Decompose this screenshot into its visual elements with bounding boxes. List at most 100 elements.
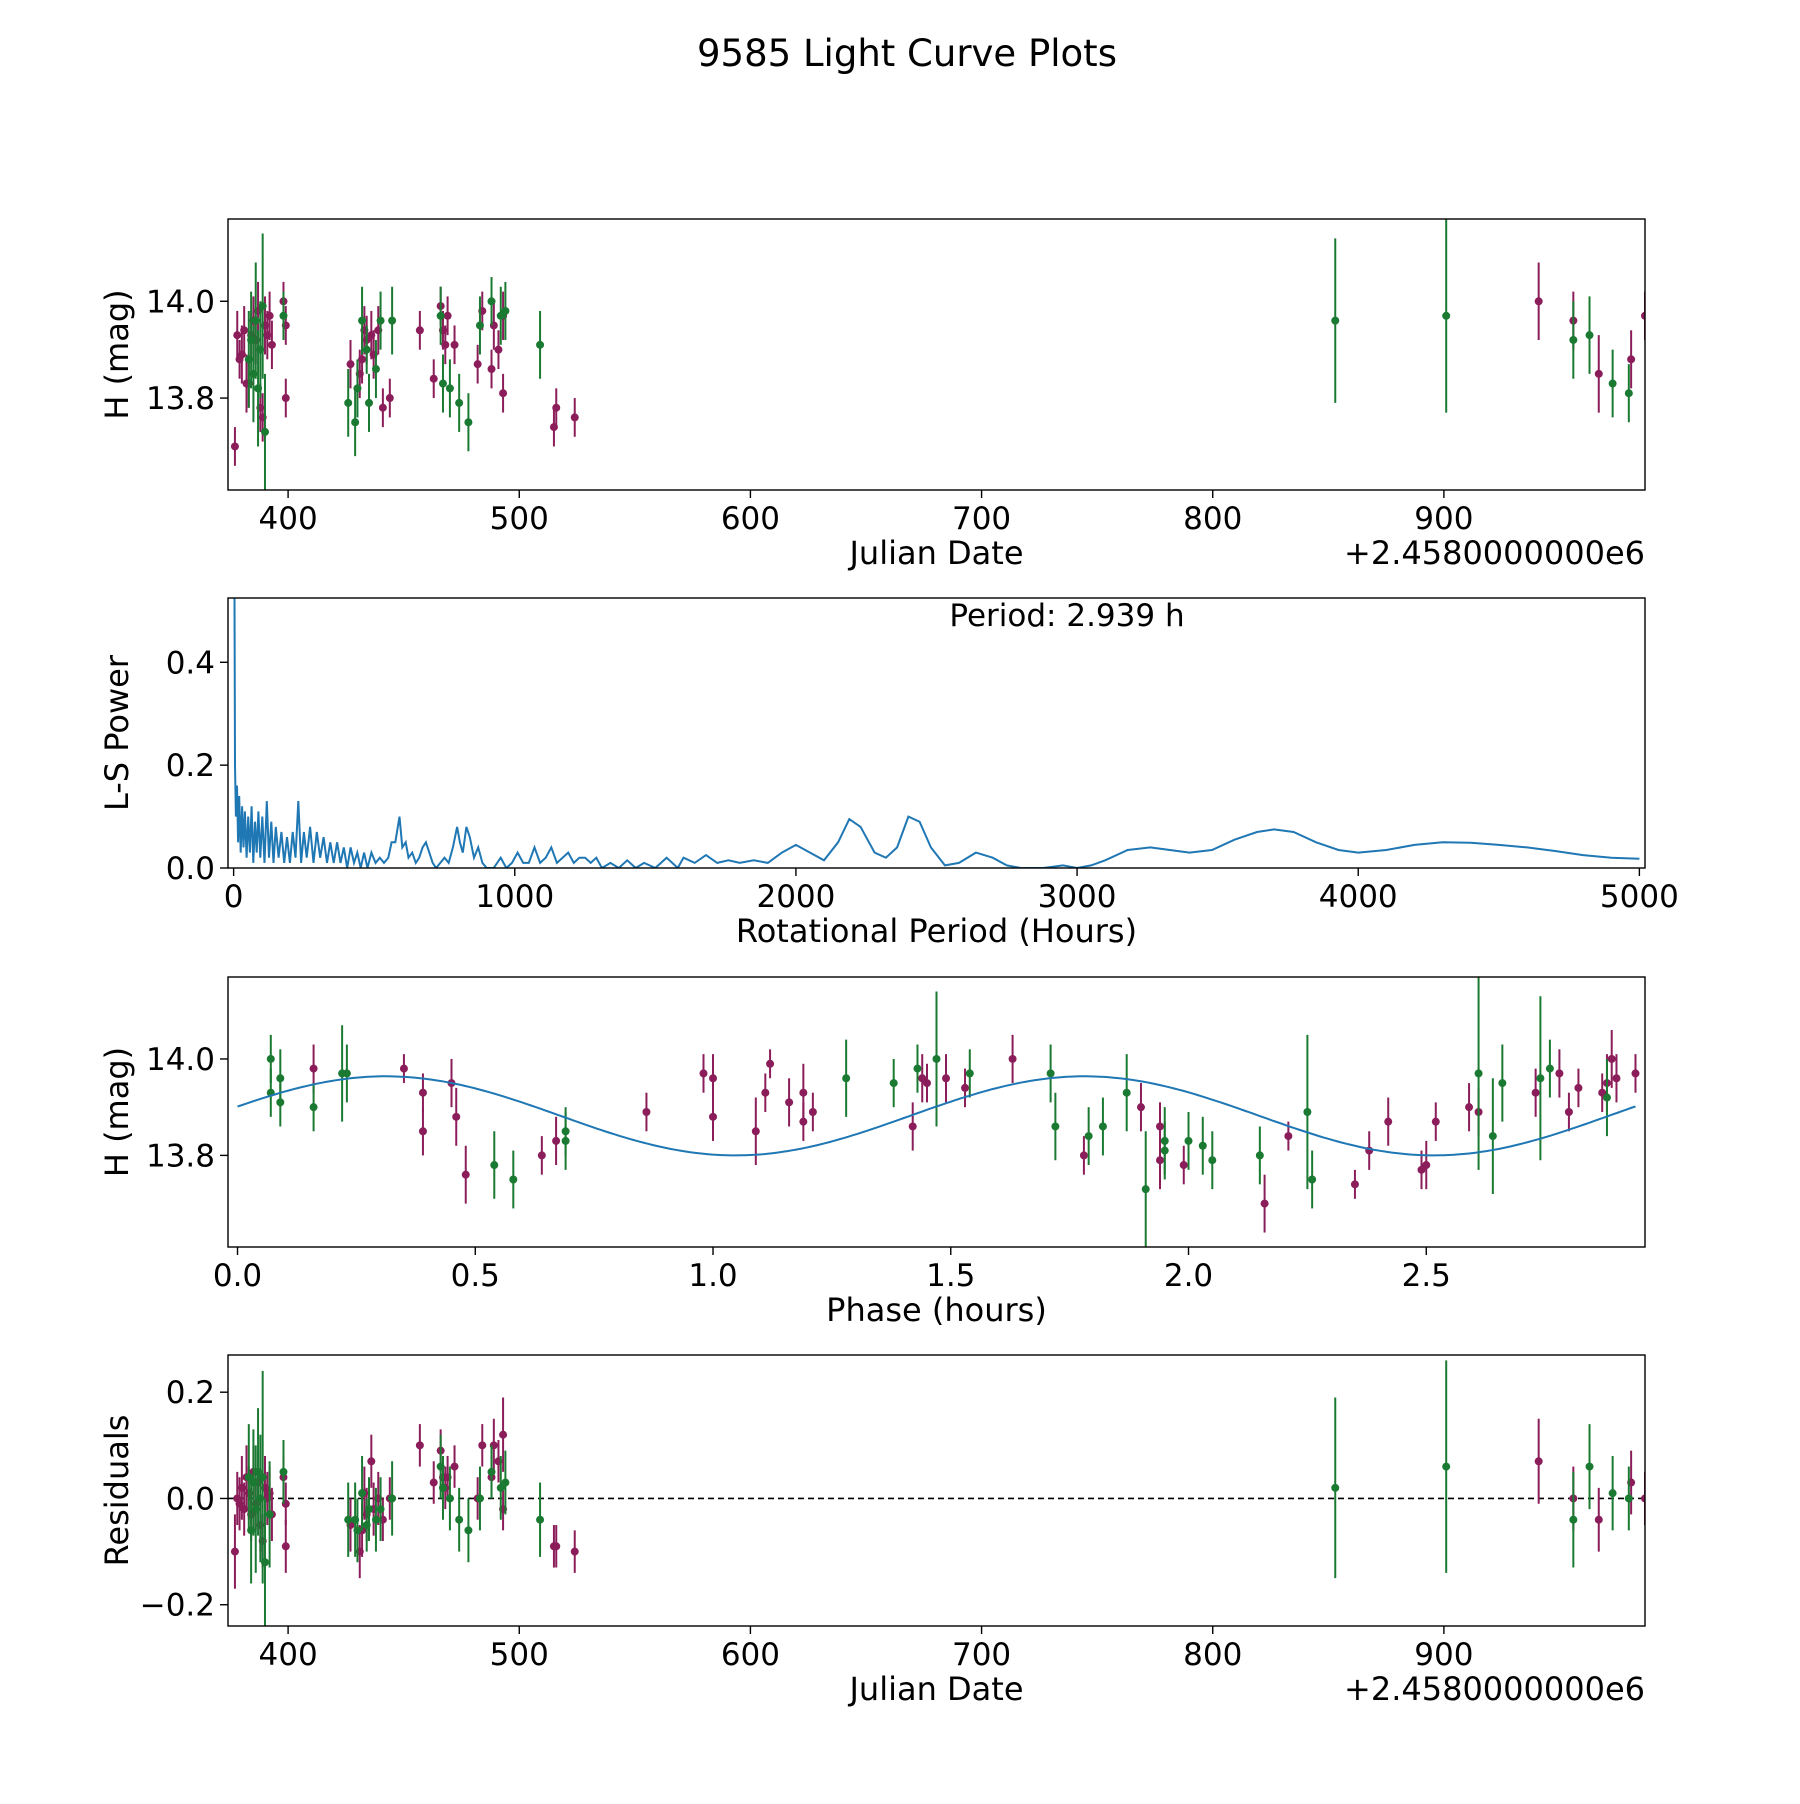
y-tick-label: 0.0 — [166, 1481, 215, 1517]
filter-magenta-point — [908, 1122, 917, 1131]
filter-magenta-point — [751, 1127, 760, 1136]
filter-green-point — [376, 1505, 385, 1514]
x-tick-label: 500 — [490, 501, 549, 537]
filter-magenta-point — [418, 1127, 427, 1136]
filter-green-point — [1624, 1494, 1633, 1503]
filter-magenta-point — [570, 413, 579, 422]
filter-green-point — [536, 340, 545, 349]
filter-magenta-point — [452, 1112, 461, 1121]
filter-magenta-point — [281, 394, 290, 403]
filter-magenta-point — [709, 1074, 718, 1083]
filter-magenta-point — [429, 1478, 438, 1487]
filter-magenta-point — [494, 345, 503, 354]
filter-green-point — [258, 1473, 267, 1482]
filter-magenta-point — [785, 1098, 794, 1107]
period-annotation: Period: 2.939 h — [949, 598, 1184, 634]
y-tick-label: 0.2 — [166, 748, 215, 784]
x-axis-label: Rotational Period (Hours) — [736, 912, 1137, 950]
x-tick-label: 4000 — [1319, 879, 1398, 915]
filter-green-point — [1208, 1156, 1217, 1165]
filter-green-point — [487, 1467, 496, 1476]
filter-green-point — [1331, 316, 1340, 325]
filter-magenta-point — [429, 374, 438, 383]
x-tick-label: 2.0 — [1164, 1258, 1213, 1294]
filter-green-point — [1585, 1462, 1594, 1471]
filter-magenta-point — [265, 311, 274, 320]
filter-green-point — [279, 1467, 288, 1476]
filter-magenta-point — [1431, 1117, 1440, 1126]
filter-magenta-point — [385, 394, 394, 403]
filter-magenta-point — [1534, 1457, 1543, 1466]
filter-green-point — [1624, 389, 1633, 398]
x-tick-label: 600 — [721, 1637, 780, 1673]
filter-green-point — [376, 316, 385, 325]
filter-magenta-point — [415, 326, 424, 335]
filter-magenta-point — [709, 1112, 718, 1121]
filter-magenta-point — [450, 340, 459, 349]
filter-green-point — [1488, 1132, 1497, 1141]
filter-magenta-point — [1594, 1515, 1603, 1524]
filter-green-point — [455, 398, 464, 407]
filter-green-point — [475, 321, 484, 330]
filter-green-point — [1442, 1462, 1451, 1471]
filter-green-point — [561, 1127, 570, 1136]
filter-green-point — [1122, 1088, 1131, 1097]
x-tick-label: 400 — [259, 501, 318, 537]
filter-green-point — [1608, 379, 1617, 388]
filter-green-point — [276, 1098, 285, 1107]
filter-green-point — [266, 1054, 275, 1063]
filter-magenta-point — [1641, 1494, 1645, 1503]
filter-green-point — [260, 427, 269, 436]
filter-green-point — [365, 1505, 374, 1514]
filter-magenta-point — [699, 1069, 708, 1078]
filter-magenta-point — [1531, 1088, 1540, 1097]
filter-green-point — [932, 1054, 941, 1063]
filter-magenta-point — [418, 1088, 427, 1097]
axes-frame — [227, 976, 1646, 1248]
x-axis-offset-label: +2.4580000000e6 — [1344, 534, 1645, 572]
filter-magenta-point — [378, 403, 387, 412]
filter-green-point — [509, 1175, 518, 1184]
x-tick-label: 400 — [259, 1637, 318, 1673]
filter-magenta-point — [1534, 297, 1543, 306]
model-fit-curve — [237, 1075, 1636, 1157]
filter-green-point — [1255, 1151, 1264, 1160]
x-tick-label: 3000 — [1038, 879, 1117, 915]
x-tick-label: 0 — [224, 879, 244, 915]
filter-magenta-point — [537, 1151, 546, 1160]
filter-green-point — [344, 398, 353, 407]
filter-green-point — [365, 398, 374, 407]
filter-green-point — [353, 1526, 362, 1535]
filter-green-point — [1051, 1122, 1060, 1131]
panel-light-curve: 400 500 600 700 800 900 13.8 14.0 Julian Date H (… — [98, 218, 1646, 572]
filter-magenta-point — [1008, 1054, 1017, 1063]
filter-magenta-point — [1422, 1161, 1431, 1170]
filter-green-point — [1046, 1069, 1055, 1078]
filter-green-point — [445, 1494, 454, 1503]
filter-green-point — [1545, 1064, 1554, 1073]
filter-magenta-point — [267, 340, 276, 349]
x-tick-label: 800 — [1183, 501, 1242, 537]
filter-magenta-point — [1155, 1156, 1164, 1165]
filter-green-point — [913, 1064, 922, 1073]
filter-green-point — [501, 306, 510, 315]
filter-green-point — [464, 1526, 473, 1535]
filter-green-point — [362, 345, 371, 354]
filter-magenta-point — [461, 1170, 470, 1179]
x-axis-label: Julian Date — [847, 1670, 1023, 1708]
filter-magenta-point — [961, 1083, 970, 1092]
filter-magenta-point — [1574, 1083, 1583, 1092]
filter-green-point — [1141, 1185, 1150, 1194]
filter-magenta-point — [799, 1088, 808, 1097]
plot-area — [228, 1360, 1645, 1626]
filter-magenta-point — [478, 1441, 487, 1450]
filter-green-point — [260, 1558, 269, 1567]
x-tick-label: 600 — [721, 501, 780, 537]
filter-green-point — [1602, 1093, 1611, 1102]
filter-magenta-point — [230, 442, 239, 451]
filter-magenta-point — [415, 1441, 424, 1450]
filter-magenta-point — [1564, 1108, 1573, 1116]
x-tick-label: 800 — [1183, 1637, 1242, 1673]
filter-green-point — [889, 1079, 898, 1088]
